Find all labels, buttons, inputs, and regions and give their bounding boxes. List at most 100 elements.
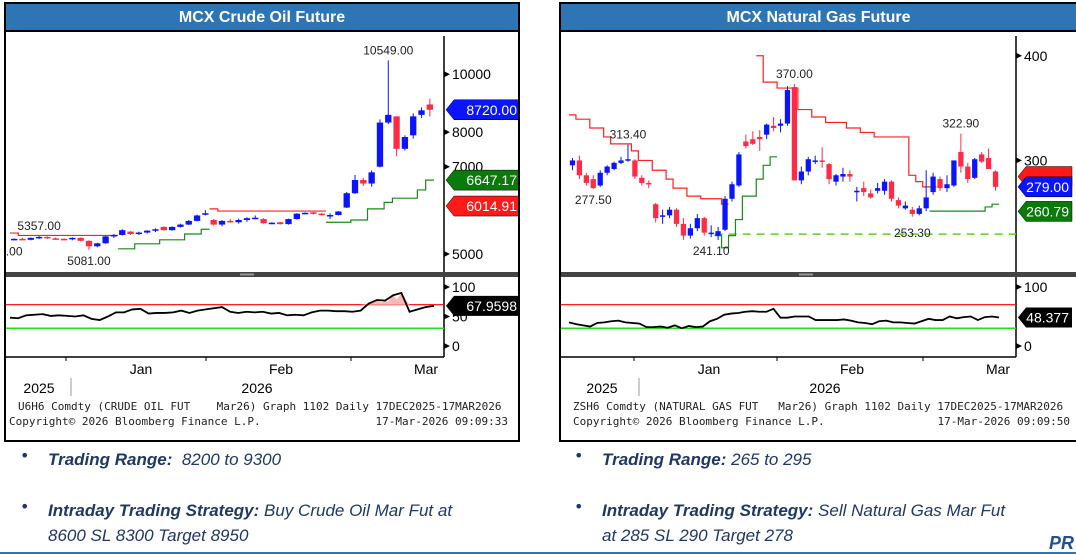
candle-body	[840, 174, 846, 177]
candle-body	[805, 159, 811, 172]
y-tick-label: 8000	[452, 124, 483, 140]
candle-body	[144, 230, 151, 233]
candle-body	[177, 224, 184, 227]
price-value-label: 8720.00	[466, 102, 517, 118]
candle-body	[301, 212, 309, 215]
pane-resize-handle	[240, 273, 254, 276]
price-annotation: .00	[6, 244, 23, 258]
candle-body	[401, 137, 409, 149]
candle-body	[185, 220, 192, 225]
candle-body	[426, 104, 434, 110]
candle-body	[293, 213, 300, 220]
candle-body	[715, 231, 721, 236]
tick-mark	[444, 343, 450, 349]
candle-body	[639, 177, 645, 183]
candle-body	[326, 215, 334, 217]
crude-trading-range: Trading Range: 8200 to 9300	[48, 447, 281, 472]
x-year-label: 2025	[23, 380, 54, 396]
candle-body	[632, 160, 638, 177]
price-value-tag	[1017, 201, 1073, 222]
chart-footer-info: ZSH6 Comdty (NATURAL GAS FUT Mar26) Grap…	[573, 400, 1064, 413]
price-annotation: 241.10	[693, 244, 730, 258]
candle-body	[979, 154, 985, 162]
candle-body	[653, 204, 659, 219]
candle-body	[937, 179, 943, 189]
candle-body	[94, 243, 101, 247]
candle-body	[729, 184, 735, 199]
candle-body	[160, 226, 167, 231]
bullet-icon: •	[20, 446, 30, 465]
candle-body	[826, 164, 832, 180]
copyright: Copyright© 2026 Bloomberg Finance L.P.	[573, 415, 825, 428]
value: 265 to 295	[731, 450, 812, 469]
resistance-step-line	[10, 208, 326, 237]
candle-body	[235, 219, 242, 223]
candle-body	[410, 116, 417, 136]
candle-body	[583, 175, 589, 183]
value: 8600 SL 8300 Target 8950	[48, 526, 249, 545]
candle-body	[260, 219, 267, 224]
candle-body	[909, 209, 915, 214]
tick-mark	[444, 129, 450, 136]
candle-body	[757, 136, 763, 140]
candle-body	[791, 87, 798, 181]
candle-body	[777, 123, 784, 126]
candle-body	[618, 160, 624, 163]
candle-body	[951, 160, 957, 186]
rsi-overbought-fill	[360, 292, 410, 305]
value: 8200 to 9300	[181, 450, 282, 469]
rsi-value-tag	[1018, 307, 1072, 328]
candle-body	[847, 174, 853, 177]
label: Trading Range:	[602, 450, 727, 469]
label: Intraday Trading Strategy:	[48, 501, 260, 520]
candle-body	[202, 213, 209, 215]
candle-body	[102, 236, 109, 244]
candle-body	[833, 175, 839, 182]
candle-body	[985, 158, 992, 170]
candle-body	[944, 184, 950, 189]
candle-body	[227, 220, 234, 223]
candle-body	[646, 182, 652, 185]
candle-body	[812, 160, 818, 162]
candle-body	[666, 209, 673, 216]
bullet-icon: •	[574, 497, 584, 516]
natural-gas-chart: 400 300 370.00 313.40 277.50 241.10 253.30 322.…	[561, 36, 1076, 396]
price-value-tag	[445, 195, 518, 217]
candle-body	[680, 223, 687, 236]
x-year-label: 2026	[809, 380, 840, 396]
tick-mark	[1016, 284, 1022, 290]
candle-body	[958, 152, 964, 167]
tick-mark	[1016, 343, 1022, 349]
crude-strategy: Intraday Trading Strategy: Buy Crude Oil…	[48, 498, 452, 548]
rsi-value-tag	[446, 295, 518, 316]
candle-body	[854, 190, 860, 193]
candle-body	[27, 237, 34, 240]
candle-body	[119, 230, 126, 235]
candle-body	[694, 218, 700, 229]
price-annotation: 5357.00	[17, 219, 61, 233]
candle-body	[861, 188, 867, 193]
candle-body	[902, 205, 909, 209]
pane-divider	[561, 272, 1076, 277]
x-month-label: Feb	[840, 361, 864, 377]
candle-body	[285, 219, 292, 225]
value: at 285 SL 290 Target 278	[602, 526, 793, 545]
candle-body	[965, 166, 971, 180]
tick-mark	[444, 250, 450, 257]
candle-body	[69, 237, 76, 240]
timestamp: 17-Mar-2026 09:09:50	[937, 415, 1070, 428]
candle-body	[881, 181, 888, 191]
candle-body	[77, 237, 84, 241]
company-logo: PR	[1048, 533, 1074, 553]
candle-body	[252, 217, 259, 220]
rsi-value-label: 67.9598	[466, 298, 517, 314]
candle-body	[385, 114, 392, 123]
candle-body	[895, 200, 902, 206]
value: Sell Natural Gas Mar Fut	[818, 501, 1006, 520]
support-step-line	[714, 156, 999, 249]
candle-body	[569, 160, 576, 166]
candle-body	[10, 238, 18, 241]
y-tick-label: 300	[1024, 152, 1048, 168]
candle-body	[590, 179, 596, 189]
price-annotation: 253.30	[894, 226, 931, 240]
